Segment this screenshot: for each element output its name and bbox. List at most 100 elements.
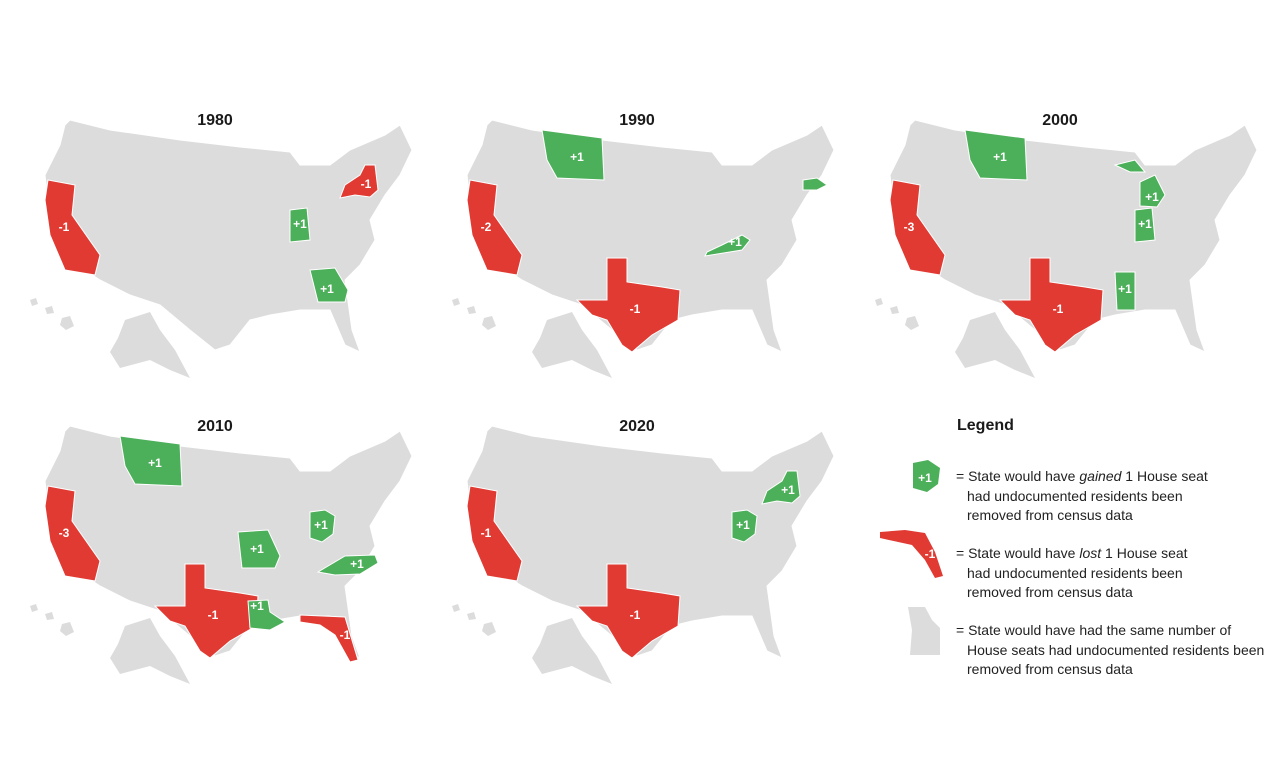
state-label: -3 — [904, 220, 915, 234]
legend-text-part: gained — [1079, 468, 1122, 484]
state-label: +1 — [320, 282, 334, 296]
hawaii — [467, 612, 476, 620]
state — [44, 179, 101, 276]
map-year: 1990 — [619, 112, 655, 129]
hawaii — [60, 622, 74, 636]
state — [339, 164, 379, 199]
state-label: +1 — [736, 518, 750, 532]
hawaii — [482, 316, 496, 330]
hawaii — [905, 316, 919, 330]
hawaii — [452, 298, 460, 306]
state-label: +1 — [993, 150, 1007, 164]
state-label: -1 — [630, 302, 641, 316]
state-label: +1 — [1145, 190, 1159, 204]
legend-text-part: 1 House seat had undocumented residents … — [967, 468, 1208, 523]
legend-text-part: = State would have — [956, 545, 1080, 561]
hawaii — [30, 604, 38, 612]
hawaii — [30, 298, 38, 306]
legend-title: Legend — [957, 417, 1014, 434]
state — [1134, 207, 1156, 243]
map: 2010 +1 +1 +1 +1 -3 -1 +1 -1 — [30, 418, 413, 684]
state — [889, 179, 946, 276]
state — [1139, 174, 1166, 208]
alaska — [532, 312, 612, 378]
legend-text: = State would have had the same number o… — [956, 621, 1267, 680]
alaska — [110, 312, 190, 378]
state — [761, 470, 801, 505]
state-label: -1 — [481, 526, 492, 540]
state-label: +1 — [350, 557, 364, 571]
state — [119, 435, 183, 487]
state — [1114, 271, 1136, 311]
state — [466, 179, 523, 276]
map-year: 2010 — [197, 418, 233, 435]
state-label: -3 — [59, 526, 70, 540]
hawaii — [452, 604, 460, 612]
state — [247, 599, 286, 631]
state — [802, 177, 828, 191]
map-year: 2020 — [619, 418, 655, 435]
legend-text-part: 1 House seat had undocumented residents … — [967, 545, 1188, 600]
legend-text-part: lost — [1079, 545, 1102, 561]
state — [575, 563, 681, 659]
map: 1990 +1 -2 +1 -1 — [452, 112, 835, 378]
state-label: +1 — [1118, 282, 1132, 296]
state-label: +1 — [1138, 217, 1152, 231]
state-label: +1 — [250, 542, 264, 556]
state-label: +1 — [314, 518, 328, 532]
hawaii — [890, 306, 899, 314]
legend-icon-label: +1 — [918, 471, 932, 485]
state-label: -1 — [208, 608, 219, 622]
state — [289, 207, 311, 243]
state — [731, 509, 758, 543]
map: 1980 -1 -1 +1 +1 — [30, 112, 413, 378]
state — [998, 257, 1104, 353]
map: 2020 +1 +1 -1 -1 — [452, 418, 835, 684]
state-label: +1 — [293, 217, 307, 231]
hawaii — [60, 316, 74, 330]
map-year: 1980 — [197, 112, 233, 129]
state — [309, 509, 336, 543]
state-label: +1 — [570, 150, 584, 164]
legend-text: = State would have lost 1 House seat had… — [956, 544, 1212, 603]
state — [466, 485, 523, 582]
legend-icon — [908, 607, 940, 655]
state — [964, 129, 1028, 181]
map: 2000 +1 +1 +1 -3 -1 +1 — [875, 112, 1258, 378]
alaska — [955, 312, 1035, 378]
hawaii — [482, 622, 496, 636]
legend-icon — [913, 460, 940, 492]
state-label: -2 — [481, 220, 492, 234]
state-label: -1 — [361, 177, 372, 191]
state-label: +1 — [728, 235, 742, 249]
state-label: +1 — [250, 599, 264, 613]
state-label: +1 — [148, 456, 162, 470]
hawaii — [875, 298, 883, 306]
alaska — [110, 618, 190, 684]
legend-icon-label: -1 — [925, 547, 936, 561]
state — [299, 614, 359, 663]
state-label: -1 — [1053, 302, 1064, 316]
state — [575, 257, 681, 353]
state — [44, 485, 101, 582]
legend-text-part: = State would have — [956, 468, 1080, 484]
country — [44, 119, 413, 353]
legend-icon — [880, 530, 943, 578]
hawaii — [45, 612, 54, 620]
hawaii — [45, 306, 54, 314]
alaska — [532, 618, 612, 684]
state — [541, 129, 605, 181]
state — [704, 234, 751, 257]
map-year: 2000 — [1042, 112, 1078, 129]
state-label: -1 — [630, 608, 641, 622]
hawaii — [467, 306, 476, 314]
state — [237, 529, 281, 569]
state — [153, 563, 259, 659]
state — [316, 554, 379, 576]
state-label: -1 — [340, 628, 351, 642]
state — [309, 267, 349, 303]
state-label: +1 — [781, 483, 795, 497]
state-label: -1 — [59, 220, 70, 234]
